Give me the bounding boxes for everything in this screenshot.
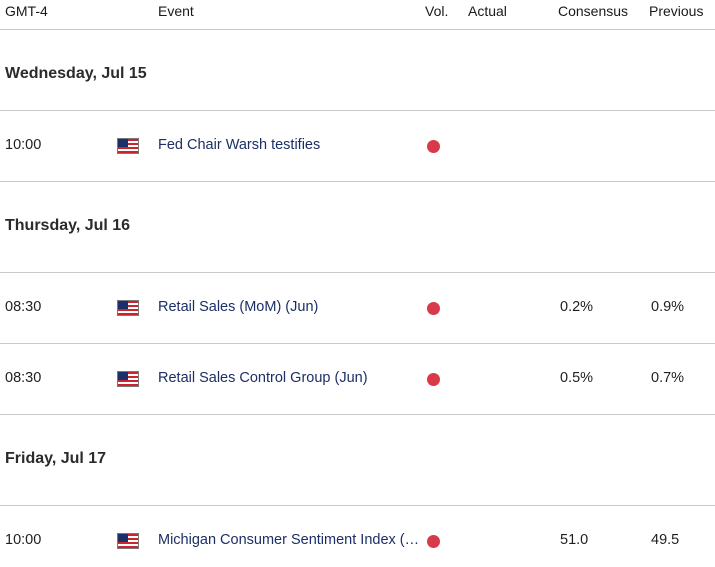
event-row[interactable]: 10:00 Michigan Consumer Sentiment Index … bbox=[0, 506, 715, 567]
day-label: Wednesday, Jul 15 bbox=[5, 65, 147, 82]
day-group-header: Thursday, Jul 16 bbox=[0, 182, 715, 273]
us-flag-icon bbox=[117, 138, 139, 154]
event-row[interactable]: 08:30 Retail Sales Control Group (Jun) 0… bbox=[0, 344, 715, 415]
high-volatility-icon bbox=[427, 535, 440, 548]
consensus-column-header: Consensus bbox=[558, 3, 629, 19]
previous-value: 49.5 bbox=[651, 532, 680, 548]
us-flag-icon bbox=[117, 300, 139, 316]
actual-column-header: Actual bbox=[468, 3, 507, 19]
consensus-value: 0.5% bbox=[560, 370, 594, 386]
calendar-header: GMT-4 Event Vol. Actual Consensus Previo… bbox=[0, 0, 715, 30]
high-volatility-icon bbox=[427, 302, 440, 315]
high-volatility-icon bbox=[427, 373, 440, 386]
consensus-value: 0.2% bbox=[560, 299, 594, 315]
event-row[interactable]: 08:30 Retail Sales (MoM) (Jun) 0.2% 0.9% bbox=[0, 273, 715, 344]
day-group-header: Friday, Jul 17 bbox=[0, 415, 715, 506]
volatility-column-header: Vol. bbox=[425, 3, 449, 19]
timezone-header[interactable]: GMT-4 bbox=[5, 3, 48, 19]
event-name-link[interactable]: Fed Chair Warsh testifies bbox=[158, 137, 321, 153]
event-time: 08:30 bbox=[5, 299, 42, 315]
event-row[interactable]: 10:00 Fed Chair Warsh testifies bbox=[0, 111, 715, 182]
day-group-header: Wednesday, Jul 15 bbox=[0, 30, 715, 111]
event-name-link[interactable]: Retail Sales Control Group (Jun) bbox=[158, 370, 368, 386]
high-volatility-icon bbox=[427, 140, 440, 153]
us-flag-icon bbox=[117, 533, 139, 549]
event-column-header: Event bbox=[158, 3, 194, 19]
event-time: 10:00 bbox=[5, 532, 42, 548]
consensus-value: 51.0 bbox=[560, 532, 589, 548]
event-time: 08:30 bbox=[5, 370, 42, 386]
event-name-link[interactable]: Michigan Consumer Sentiment Index (Jul) bbox=[158, 532, 424, 548]
previous-value: 0.7% bbox=[651, 370, 685, 386]
day-label: Thursday, Jul 16 bbox=[5, 217, 131, 234]
previous-value: 0.9% bbox=[651, 299, 685, 315]
event-time: 10:00 bbox=[5, 137, 42, 153]
event-name-link[interactable]: Retail Sales (MoM) (Jun) bbox=[158, 299, 319, 315]
previous-column-header: Previous bbox=[649, 3, 704, 19]
day-label: Friday, Jul 17 bbox=[5, 450, 107, 467]
us-flag-icon bbox=[117, 371, 139, 387]
